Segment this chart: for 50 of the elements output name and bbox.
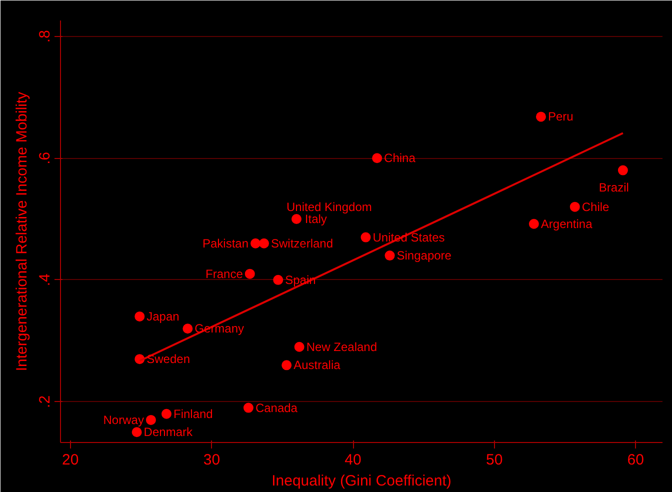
annotation: Denmark	[144, 425, 194, 440]
annotation: Pakistan	[202, 236, 249, 250]
annotation: United Kingdom	[286, 200, 372, 214]
annotation: Brazil	[598, 180, 629, 194]
point	[294, 342, 304, 352]
point	[132, 427, 142, 438]
point	[384, 250, 395, 261]
point	[372, 153, 382, 164]
annotation: Japan	[146, 309, 180, 324]
x-tick-label: 40	[344, 452, 362, 468]
annotation: New Zealand	[306, 340, 378, 354]
point	[243, 402, 254, 413]
y-tick-label: .2	[36, 395, 54, 408]
point	[360, 232, 371, 242]
y-axis-title: Intergenerational Relative Income Mobility	[14, 91, 30, 372]
y-tick-label: .8	[36, 30, 54, 43]
point	[570, 202, 580, 212]
point	[134, 311, 145, 322]
y-tick-label: .4	[36, 274, 54, 286]
point	[536, 112, 546, 122]
point	[182, 324, 193, 334]
point	[291, 214, 302, 224]
annotation: France	[206, 266, 244, 281]
point	[244, 268, 255, 279]
annotation: Peru	[548, 110, 574, 124]
annotation: China	[384, 151, 416, 166]
annotation: Finland	[173, 406, 213, 421]
annotation: Argentina	[540, 216, 593, 231]
point	[282, 360, 292, 370]
x-tick-label: 30	[203, 452, 220, 468]
annotation: Canada	[255, 400, 298, 415]
point	[250, 238, 261, 248]
point	[618, 165, 628, 176]
point	[161, 408, 172, 419]
annotation: Italy	[304, 212, 327, 226]
annotation: Norway	[103, 412, 144, 427]
annotation: Switzerland	[270, 236, 334, 250]
point	[528, 218, 539, 229]
point	[273, 274, 284, 285]
x-axis-title: Inequality (Gini Coefficient)	[272, 472, 452, 490]
x-tick-label: 60	[627, 452, 644, 468]
annotation: Chile	[582, 200, 610, 214]
annotation: Sweden	[146, 352, 190, 366]
point	[146, 414, 156, 425]
x-tick-label: 20	[62, 452, 79, 468]
x-tick-label: 50	[486, 452, 503, 468]
y-tick-label: .6	[36, 152, 54, 164]
annotation: Australia	[294, 358, 341, 372]
point	[258, 238, 269, 248]
annotation: Singapore	[396, 248, 452, 263]
